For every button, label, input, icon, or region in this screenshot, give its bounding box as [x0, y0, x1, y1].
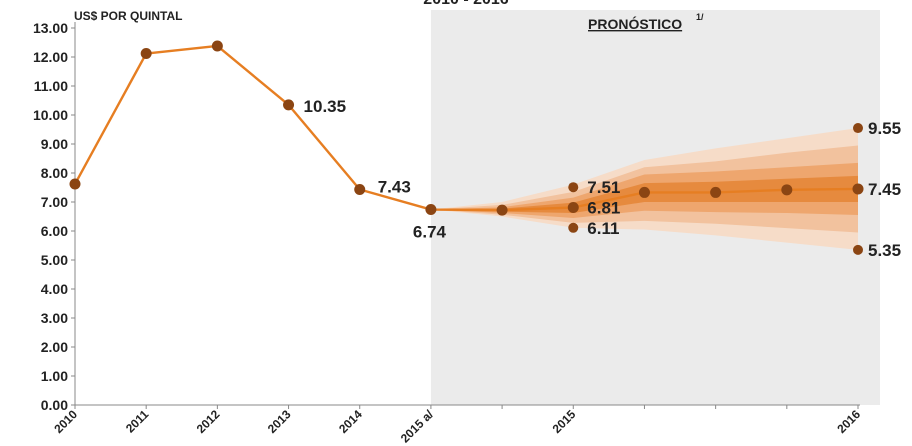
forecast-footnote: 1/ — [696, 12, 704, 22]
x-tick-label: 2015 — [550, 407, 579, 436]
series-line-layer — [73, 44, 859, 212]
data-point — [638, 186, 650, 198]
x-tick-label: 2012 — [194, 407, 223, 436]
data-point — [425, 204, 437, 216]
data-point — [496, 204, 508, 216]
data-point — [140, 48, 152, 60]
data-point — [852, 183, 864, 195]
y-tick-label: 10.00 — [33, 107, 68, 123]
data-point — [710, 186, 722, 198]
y-tick-label: 1.00 — [41, 368, 68, 384]
y-tick-label: 9.00 — [41, 136, 68, 152]
x-tick-label: 2016 — [834, 407, 863, 436]
y-tick-label: 8.00 — [41, 165, 68, 181]
y-tick-label: 2.00 — [41, 339, 68, 355]
y-tick-label: 4.00 — [41, 281, 68, 297]
data-label: 6.81 — [587, 199, 620, 218]
data-point — [354, 184, 366, 196]
data-label: 10.35 — [304, 97, 347, 116]
data-label: 6.74 — [413, 223, 447, 242]
lower-bound-point — [568, 222, 579, 233]
upper-bound-point — [568, 182, 579, 193]
forecast-label: PRONÓSTICO — [588, 15, 682, 32]
y-tick-label: 3.00 — [41, 310, 68, 326]
lower-bound-point — [853, 244, 863, 255]
data-label: 6.11 — [587, 219, 619, 238]
data-label: 9.55 — [868, 119, 901, 138]
y-tick-label: 13.00 — [33, 20, 68, 36]
y-tick-label: 6.00 — [41, 223, 68, 239]
x-tick-label: 2015 a/ — [398, 407, 437, 446]
data-point — [211, 40, 223, 52]
data-point — [781, 184, 793, 196]
data-point — [567, 202, 579, 214]
series-line — [73, 44, 859, 212]
data-point — [283, 99, 295, 111]
y-tick-label: 0.00 — [41, 397, 68, 413]
data-point — [69, 178, 81, 190]
x-tick-label: 2013 — [265, 407, 294, 436]
data-labels: 10.35 7.43 6.74 7.51 6.816.11 9.55 7.45 5.35 — [304, 97, 902, 260]
y-tick-label: 12.00 — [33, 49, 68, 65]
upper-bound-point — [853, 123, 863, 134]
y-unit-label: US$ POR QUINTAL — [74, 9, 182, 23]
y-tick-label: 7.00 — [41, 194, 68, 210]
y-tick-label: 5.00 — [41, 252, 68, 268]
data-label: 7.51 — [587, 178, 620, 197]
chart-title-fragment: 2010 - 2016 — [423, 0, 509, 8]
x-tick-label: 2011 — [123, 407, 152, 436]
x-tick-label: 2014 — [336, 407, 365, 436]
series-markers — [69, 40, 864, 255]
data-label: 5.35 — [868, 241, 901, 260]
data-label: 7.43 — [378, 178, 411, 197]
y-tick-label: 11.00 — [34, 78, 68, 94]
data-label: 7.45 — [868, 180, 901, 199]
